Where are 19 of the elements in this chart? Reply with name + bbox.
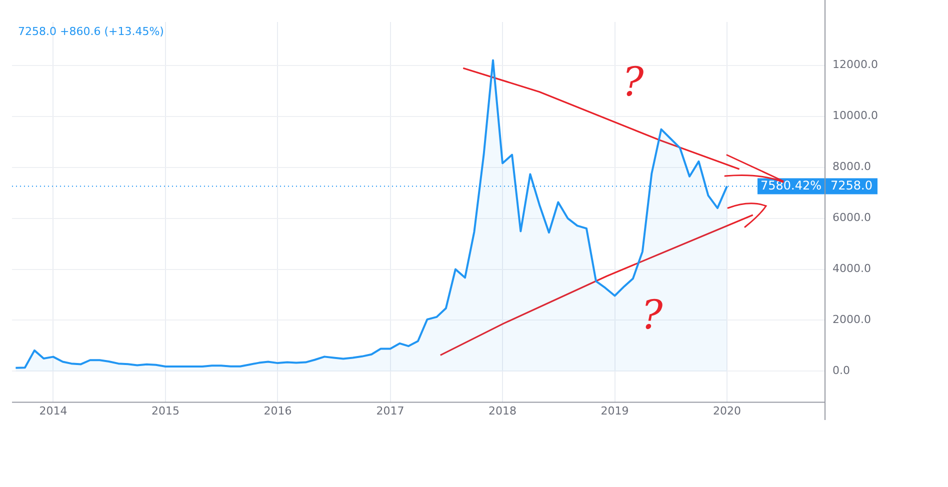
- y-tick-label: 10000.0: [832, 109, 878, 122]
- annotation: ?: [641, 292, 664, 338]
- ref-line-label: 7258.0: [830, 178, 873, 192]
- x-tick-label: 2020: [713, 404, 742, 418]
- y-tick-label: 0.0: [832, 364, 850, 378]
- y-tick-label: 6000.0: [832, 211, 872, 224]
- x-tick-label: 2019: [600, 404, 629, 418]
- annotation: 7258.0 +860.6 (+13.45%): [18, 24, 164, 38]
- x-tick-label: 2014: [39, 404, 68, 418]
- y-tick-label: 2000.0: [832, 313, 872, 326]
- y-tick-label: 12000.0: [832, 58, 878, 72]
- x-tick-label: 2018: [488, 404, 517, 418]
- x-tick-label: 2016: [264, 404, 292, 418]
- annotation: ?: [622, 59, 644, 106]
- y-tick-label: 4000.0: [832, 262, 872, 276]
- x-tick-label: 2017: [376, 404, 404, 418]
- annotation: 7580.42%: [760, 178, 822, 192]
- y-tick-label: 8000.0: [832, 160, 872, 174]
- x-tick-label: 2015: [151, 404, 180, 418]
